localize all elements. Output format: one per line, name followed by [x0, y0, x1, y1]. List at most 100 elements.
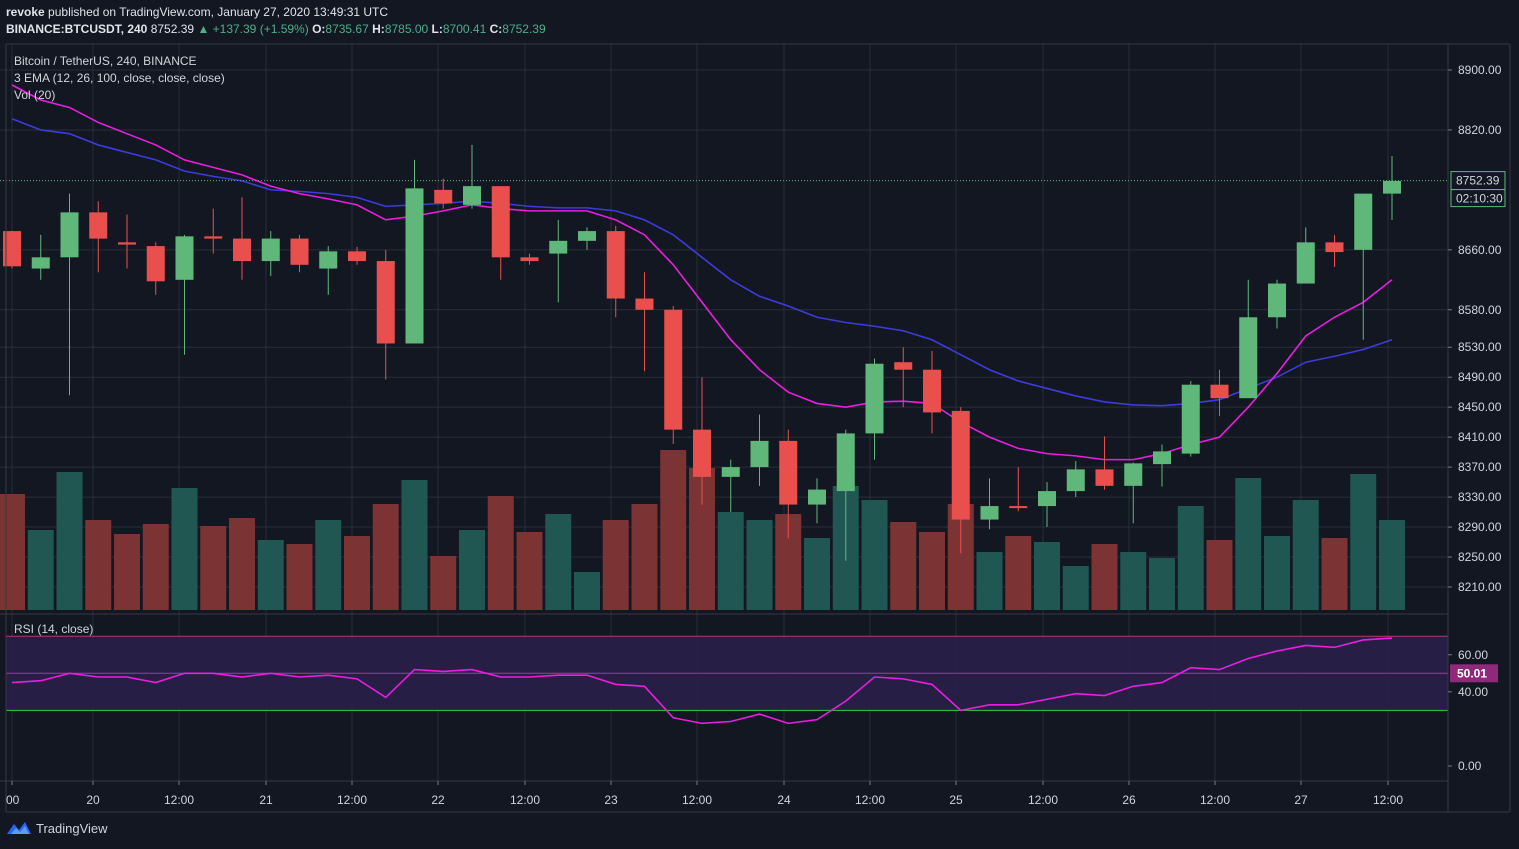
volume-bar [56, 472, 83, 610]
time-tick-label: 25 [949, 793, 963, 807]
candle-body [520, 257, 539, 262]
time-tick-label: 26 [1122, 793, 1136, 807]
time-tick-label: 12:00 [1373, 793, 1403, 807]
last-price-label: 8752.39 [1456, 174, 1500, 188]
last-price: 8752.39 [150, 22, 195, 36]
candle-body [319, 251, 338, 269]
high-value: 8785.00 [384, 22, 429, 36]
price-tick-label: 8250.00 [1458, 550, 1502, 564]
volume-bar [602, 520, 629, 610]
volume-bar [85, 520, 112, 610]
author-name[interactable]: revoke [6, 5, 45, 19]
volume-bar [0, 494, 25, 610]
candle-body [261, 238, 280, 262]
time-tick-label: 00 [6, 793, 20, 807]
volume-bar [516, 532, 543, 610]
volume-bar [919, 532, 945, 610]
price-tick-label: 8820.00 [1458, 123, 1502, 137]
candle-body [1325, 242, 1344, 253]
volume-bar [1149, 558, 1175, 610]
candle-body [1009, 506, 1028, 509]
open-value: 8735.67 [325, 22, 369, 36]
candle-body [118, 242, 136, 245]
volume-bar [459, 530, 485, 610]
price-tick-label: 8210.00 [1458, 580, 1502, 594]
candle-body [1210, 384, 1229, 399]
candle-body [894, 362, 913, 370]
candle-body [1038, 491, 1056, 507]
volume-bar [1005, 536, 1032, 610]
time-tick-label: 22 [431, 793, 445, 807]
countdown-box [1450, 189, 1506, 208]
volume-bar [171, 488, 198, 610]
price-tick-label: 8530.00 [1458, 340, 1502, 354]
candle-body [1124, 463, 1143, 486]
candle-body [31, 257, 50, 269]
candle-body [923, 369, 941, 413]
candle-body [434, 189, 453, 204]
ema-slow-line [11, 117, 1393, 407]
time-tick-label: 12:00 [682, 793, 712, 807]
volume-bar [1321, 538, 1348, 610]
low-label: L: [431, 22, 443, 36]
candle-body [1268, 283, 1286, 318]
candle-body [1239, 317, 1258, 399]
countdown-label: 02:10:30 [1456, 192, 1503, 206]
candle-body [836, 433, 855, 492]
candle-body [204, 236, 223, 239]
candle-body [635, 298, 654, 310]
tradingview-logo-icon [7, 822, 31, 834]
ohlc-header: BINANCE:BTCUSDT, 240 8752.39 ▲ +137.39 (… [6, 22, 546, 36]
volume-bar [1379, 520, 1405, 610]
candle-body [60, 212, 79, 258]
time-tick-label: 12:00 [855, 793, 885, 807]
tradingview-logo[interactable]: TradingView [6, 820, 108, 836]
volume-bar [545, 514, 572, 610]
price-change: ▲ +137.39 (+1.59%) [197, 22, 309, 36]
volume-bar [861, 500, 888, 610]
time-tick-label: 20 [86, 793, 100, 807]
price-tick-label: 8370.00 [1458, 460, 1502, 474]
time-tick-label: 23 [604, 793, 618, 807]
candle-body [779, 440, 798, 505]
volume-bar [976, 552, 1003, 610]
symbol-label[interactable]: BINANCE:BTCUSDT, 240 [6, 22, 148, 36]
candle-body [146, 246, 165, 282]
candle-body [233, 238, 251, 262]
price-axis [1448, 0, 1519, 849]
chart-title[interactable]: Bitcoin / TetherUS, 240, BINANCE [14, 54, 197, 68]
volume-bar [286, 544, 313, 610]
volume-bar [430, 556, 457, 610]
candle-body [549, 240, 568, 254]
volume-legend[interactable]: Vol (20) [14, 88, 56, 102]
publish-info: revoke published on TradingView.com, Jan… [6, 5, 388, 19]
price-tick-label: 8410.00 [1458, 430, 1502, 444]
close-label: C: [489, 22, 503, 36]
price-tick-label: 8660.00 [1458, 243, 1502, 257]
rsi-tick-label: 40.00 [1458, 685, 1488, 699]
volume-bar [631, 504, 658, 610]
volume-bar [401, 480, 428, 610]
candle-body [980, 506, 999, 520]
candle-body [491, 186, 510, 258]
candle-body [405, 188, 424, 344]
price-tick-label: 8290.00 [1458, 520, 1502, 534]
time-tick-label: 27 [1294, 793, 1308, 807]
volume-bar [890, 522, 917, 610]
volume-bar [1292, 500, 1319, 610]
time-tick-label: 12:00 [1028, 793, 1058, 807]
candle-body [750, 440, 769, 468]
candle-body [175, 236, 194, 280]
ema-legend[interactable]: 3 EMA (12, 26, 100, close, close, close) [14, 71, 225, 85]
volume-bar [1091, 544, 1118, 610]
volume-bar [1177, 506, 1204, 610]
volume-bar [142, 524, 169, 610]
volume-bar [487, 496, 514, 610]
volume-bar [229, 518, 255, 610]
volume-bar [746, 520, 773, 610]
publish-text: published on TradingView.com, January 27… [48, 5, 389, 19]
volume-bar [344, 536, 370, 610]
rsi-legend[interactable]: RSI (14, close) [14, 622, 94, 636]
candle-body [693, 429, 711, 477]
